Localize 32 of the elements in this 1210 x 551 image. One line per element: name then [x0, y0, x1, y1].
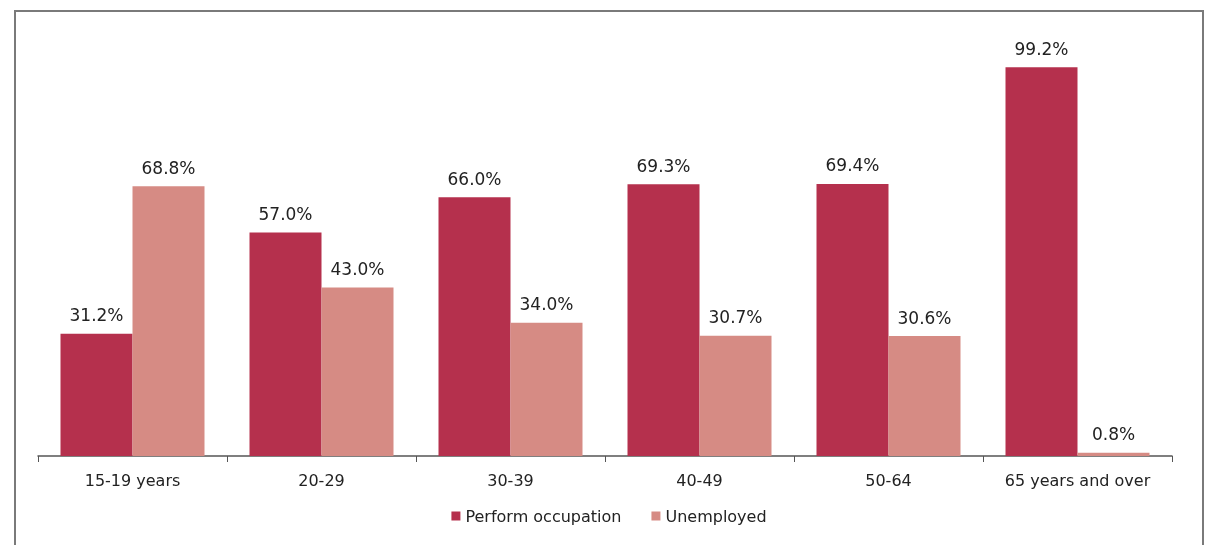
bar: [249, 232, 322, 456]
legend-label: Unemployed: [665, 506, 767, 526]
bar: [132, 186, 205, 456]
bar: [60, 333, 133, 456]
bar: [1005, 67, 1078, 456]
x-tick-label: 65 years and over: [1004, 470, 1151, 490]
data-label: 57.0%: [258, 204, 313, 225]
data-label: 0.8%: [1091, 424, 1136, 445]
bar: [438, 197, 511, 456]
data-label: 31.2%: [69, 305, 124, 326]
data-label: 69.3%: [636, 155, 691, 176]
legend-label: Perform occupation: [465, 506, 622, 526]
data-label: 69.4%: [825, 155, 880, 176]
data-label: 30.7%: [708, 307, 763, 328]
bar: [510, 322, 583, 456]
bar: [321, 287, 394, 456]
bar: [627, 184, 700, 456]
x-tick-label: 15-19 years: [84, 470, 181, 490]
bar: [1077, 452, 1150, 456]
x-tick-label: 50-64: [865, 470, 912, 490]
data-label: 34.0%: [519, 294, 574, 315]
data-label: 99.2%: [1014, 38, 1069, 59]
data-label: 66.0%: [447, 168, 502, 189]
x-tick-label: 30-39: [487, 470, 534, 490]
data-label: 30.6%: [897, 307, 952, 328]
data-label: 43.0%: [330, 258, 385, 279]
bar: [699, 335, 772, 456]
bar: [816, 183, 889, 456]
bar: [888, 336, 961, 456]
x-tick-label: 40-49: [676, 470, 723, 490]
data-label: 68.8%: [141, 157, 196, 178]
x-tick-label: 20-29: [298, 470, 345, 490]
